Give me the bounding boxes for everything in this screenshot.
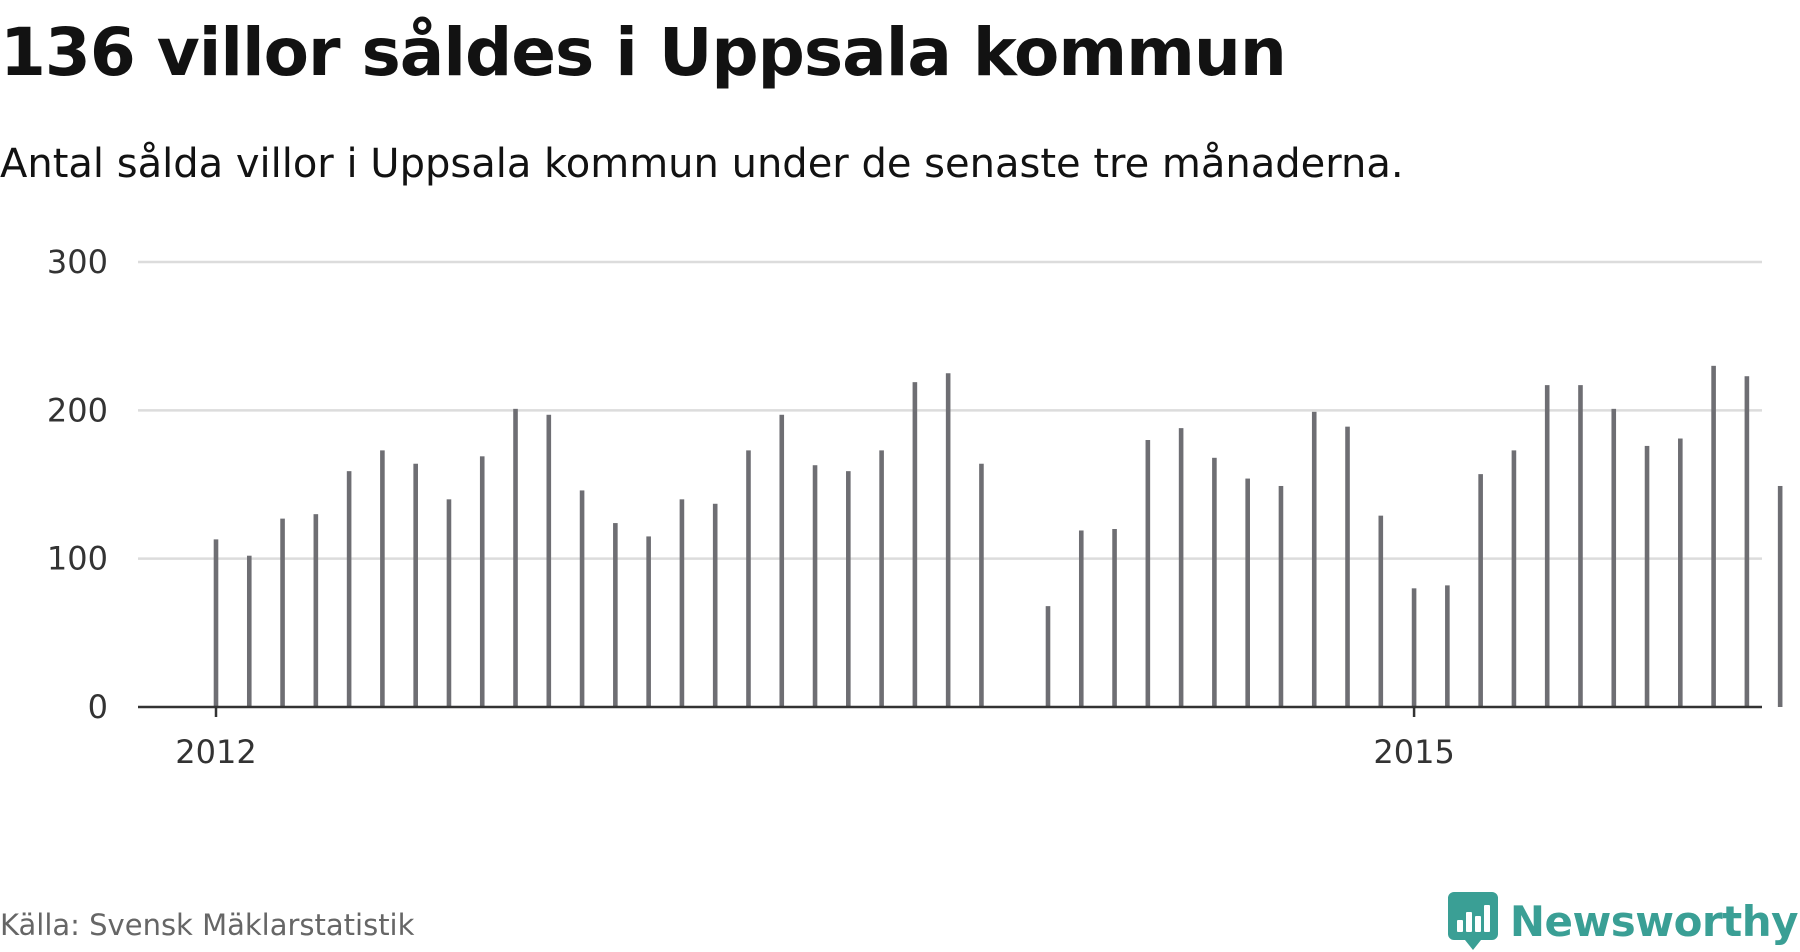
bar-2013-04	[712, 503, 718, 707]
bar-2012-08	[446, 499, 452, 707]
y-tick-label-300: 300	[47, 243, 108, 281]
y-tick-label-0: 0	[88, 688, 108, 726]
bar-2014-11	[1345, 426, 1350, 707]
brand-logo[interactable]: Newsworthy	[1447, 890, 1799, 952]
bar-2012-12	[579, 490, 585, 707]
bar-2012-11	[546, 414, 552, 707]
bar-2015-10	[1711, 365, 1716, 707]
x-axis-tick-labels: 20122015201820212023	[175, 733, 1455, 771]
y-tick-label-100: 100	[47, 540, 108, 578]
x-tick-label-2012: 2012	[175, 733, 256, 771]
bar-2013-10	[912, 382, 918, 707]
bar-2015-11	[1744, 376, 1750, 707]
bar-2013-07	[812, 465, 818, 707]
bar-2014-09	[1278, 485, 1284, 707]
y-tick-label-200: 200	[47, 391, 108, 429]
bar-2013-09	[879, 450, 884, 707]
bar-2015-06	[1578, 385, 1583, 707]
bar-2013-12	[979, 463, 984, 707]
bar-2012-05	[346, 471, 352, 707]
bar-2014-02	[1045, 606, 1051, 707]
bar-2015-09	[1678, 438, 1683, 707]
bar-2015-04	[1511, 450, 1517, 707]
bar-2013-02	[646, 536, 651, 707]
bar-2015-08	[1644, 445, 1650, 707]
bar-2015-02	[1445, 585, 1450, 707]
bar-2013-05	[746, 450, 751, 707]
bar-2014-06	[1178, 428, 1184, 707]
bar-2015-12	[1777, 485, 1783, 707]
bar-2012-03	[280, 518, 285, 707]
bar-2013-11	[945, 373, 951, 707]
bar-2015-05	[1544, 385, 1550, 707]
brand-name: Newsworthy	[1509, 896, 1799, 946]
page-title: 136 villor såldes i Uppsala kommun	[0, 14, 1287, 91]
bar-2014-12	[1378, 515, 1384, 707]
bar-2012-10	[513, 408, 518, 707]
bar-2014-03	[1078, 530, 1084, 707]
bar-2015-03	[1478, 474, 1483, 707]
bar-2014-08	[1245, 478, 1250, 707]
bar-2012-04	[313, 514, 319, 707]
bar-2013-06	[779, 414, 785, 707]
bar-2014-04	[1112, 529, 1117, 707]
y-axis-tick-labels: 0 100 200 300	[47, 243, 108, 726]
bar-2012-01	[213, 539, 219, 707]
bar-2013-01	[613, 523, 618, 707]
bar-2014-05	[1145, 440, 1151, 707]
bar-2014-10	[1311, 411, 1317, 707]
bar-2012-06	[380, 450, 385, 707]
bars	[213, 365, 1783, 707]
bar-2015-01	[1411, 588, 1417, 707]
bar-2012-02	[246, 555, 252, 707]
x-tick-label-2015: 2015	[1373, 733, 1454, 771]
x-axis	[138, 705, 1762, 717]
bar-2014-07	[1212, 457, 1217, 707]
bar-2013-03	[679, 499, 685, 707]
bar-2012-09	[479, 456, 485, 707]
bar-2012-07	[413, 463, 418, 707]
bar-2013-08	[846, 471, 851, 707]
chart-subtitle: Antal sålda villor i Uppsala kommun unde…	[0, 141, 1404, 187]
bar-2015-07	[1611, 408, 1617, 707]
newsworthy-logo-icon	[1447, 892, 1498, 950]
source-note: Källa: Svensk Mäklarstatistik	[0, 908, 415, 942]
